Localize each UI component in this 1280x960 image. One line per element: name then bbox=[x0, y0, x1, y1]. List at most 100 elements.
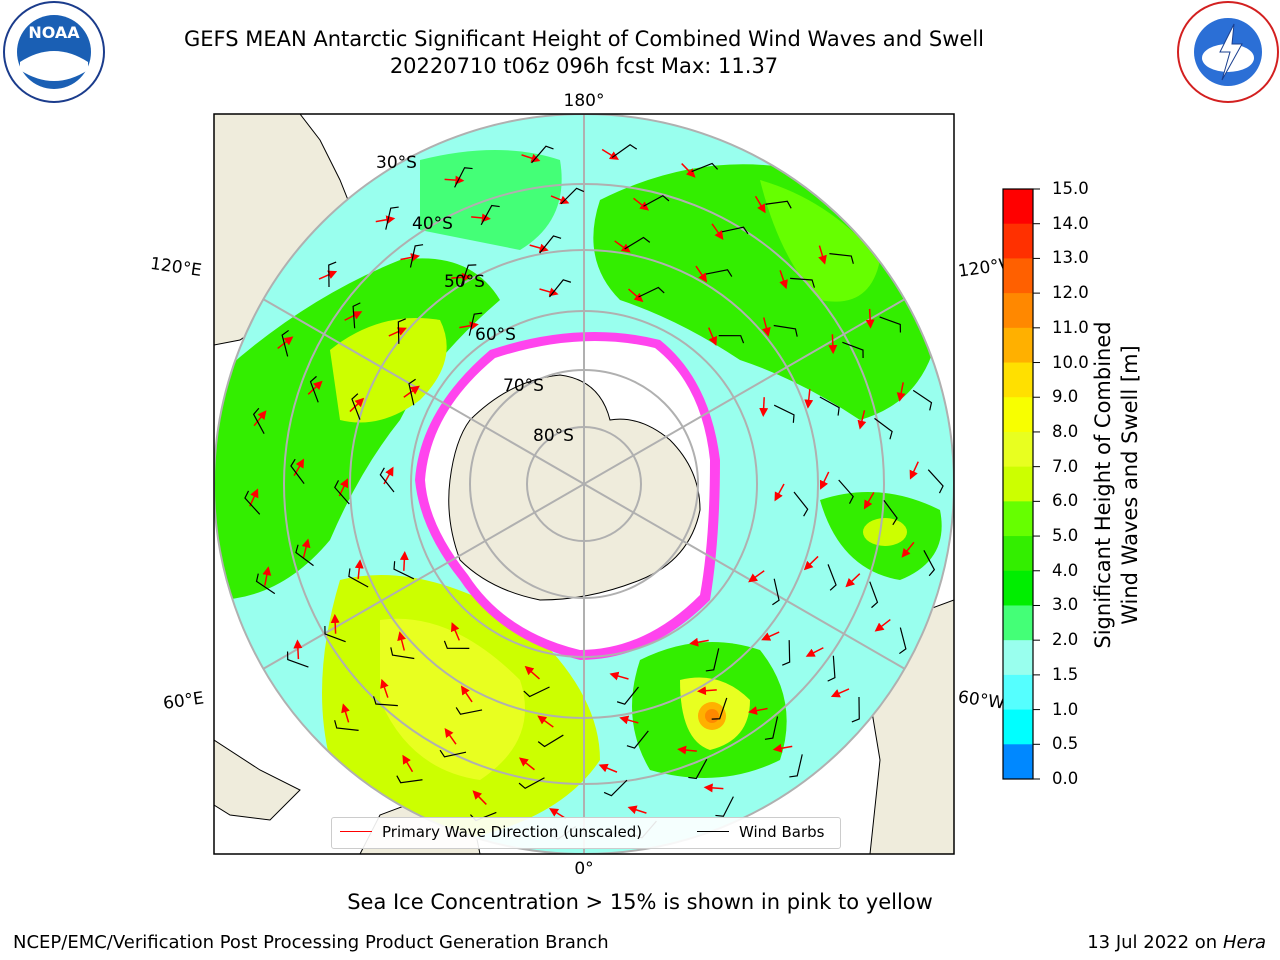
wave-arrow bbox=[845, 573, 861, 588]
wind-barb bbox=[468, 312, 483, 336]
wave-arrow bbox=[318, 270, 338, 280]
wave-arrow bbox=[779, 270, 788, 290]
wind-barb bbox=[827, 655, 836, 682]
wind-barb bbox=[408, 378, 416, 406]
wind-barb bbox=[626, 730, 649, 749]
wind-barb bbox=[715, 796, 734, 817]
colorbar-tick-label: 9.0 bbox=[1052, 387, 1079, 407]
wind-barb bbox=[523, 686, 550, 698]
colorbar-segment bbox=[1003, 709, 1033, 745]
wind-barb bbox=[409, 244, 424, 268]
colorbar-tick-label: 0.0 bbox=[1052, 769, 1079, 788]
wind-barb bbox=[773, 404, 795, 423]
wave-arrow bbox=[703, 783, 724, 793]
colorbar-segment bbox=[1003, 258, 1033, 294]
wind-barbs bbox=[244, 144, 944, 840]
colorbar-segment bbox=[1003, 570, 1033, 606]
wind-barb bbox=[819, 396, 840, 416]
wind-barb bbox=[793, 491, 809, 517]
lon-label-120e: 120°E bbox=[149, 254, 203, 281]
map-legend: Primary Wave Direction (unscaled) Wind B… bbox=[331, 817, 841, 849]
wind-barb bbox=[379, 467, 395, 493]
wave-arrow bbox=[762, 317, 771, 337]
wave-arrow bbox=[628, 288, 644, 303]
wave-arrow bbox=[262, 566, 272, 586]
wind-barb bbox=[385, 206, 399, 230]
wind-barb bbox=[764, 716, 779, 740]
wind-barb bbox=[643, 195, 670, 207]
colorbar-tick-label: 6.0 bbox=[1052, 491, 1079, 511]
wave-arrow bbox=[874, 618, 891, 632]
lat-label-40s: 40°S bbox=[412, 214, 453, 234]
wave-arrow bbox=[804, 388, 814, 409]
wave-arrow bbox=[697, 686, 717, 696]
colorbar-segment bbox=[1003, 674, 1033, 711]
wind-barb bbox=[851, 696, 860, 723]
colorbar-tick-label: 11.0 bbox=[1052, 317, 1089, 337]
wind-barb bbox=[879, 316, 902, 333]
wind-barb bbox=[443, 640, 470, 649]
wind-barb bbox=[295, 544, 314, 567]
wave-arrow bbox=[375, 215, 396, 225]
wave-arrow bbox=[460, 685, 473, 703]
wind-barb bbox=[624, 236, 651, 250]
wave-arrow bbox=[444, 728, 457, 745]
wind-barb bbox=[480, 204, 500, 226]
wave-arrow bbox=[399, 551, 409, 571]
wind-barb bbox=[773, 324, 798, 337]
wind-barb bbox=[638, 286, 665, 298]
wind-barb bbox=[252, 407, 265, 434]
wave-arrow bbox=[354, 559, 364, 580]
colorbar bbox=[1003, 188, 1040, 780]
wind-barb bbox=[874, 417, 893, 440]
chart-subtitle: 20220710 t06z 096h fcst Max: 11.37 bbox=[389, 54, 779, 78]
wave-arrow bbox=[330, 613, 340, 634]
wave-arrow bbox=[459, 321, 479, 331]
wind-barb bbox=[439, 749, 467, 758]
lon-label-180: 180° bbox=[564, 91, 605, 111]
colorbar-segment bbox=[1003, 744, 1033, 780]
wave-arrow bbox=[451, 272, 471, 282]
wind-barb bbox=[396, 775, 423, 784]
wave-arrow bbox=[761, 631, 780, 641]
colorbar-segment bbox=[1003, 397, 1033, 433]
lat-label-70s: 70°S bbox=[503, 376, 544, 396]
wind-barb bbox=[842, 341, 864, 359]
colorbar-segment bbox=[1003, 223, 1033, 259]
wave-arrow bbox=[754, 195, 766, 214]
wave-arrow bbox=[614, 240, 631, 253]
wave-arrow bbox=[774, 483, 785, 502]
wave-arrow bbox=[301, 538, 311, 558]
wind-barb bbox=[286, 651, 309, 668]
wind-barb bbox=[688, 758, 708, 780]
wave-arrow bbox=[380, 678, 389, 698]
colorbar-label: Significant Height of Combined Wind Wave… bbox=[1091, 321, 1142, 649]
wind-barb bbox=[397, 318, 406, 344]
wind-barb bbox=[829, 253, 854, 264]
wave-arrow bbox=[539, 287, 559, 297]
wave-arrow bbox=[388, 327, 407, 337]
wind-barb bbox=[393, 561, 415, 580]
wave-arrow bbox=[803, 555, 819, 571]
wind-barb-legend-line bbox=[697, 831, 729, 832]
colorbar-tick-label: 15.0 bbox=[1052, 179, 1089, 198]
wave-arrow bbox=[711, 223, 724, 240]
wind-barb bbox=[372, 696, 398, 707]
wave-arrow bbox=[601, 148, 619, 160]
wave-arrow bbox=[772, 743, 793, 753]
antarctica bbox=[448, 374, 701, 601]
wave-direction-legend-label: Primary Wave Direction (unscaled) bbox=[382, 823, 643, 841]
wind-barb bbox=[352, 302, 361, 329]
wave-arrow bbox=[857, 410, 867, 430]
colorbar-tick-label: 10.0 bbox=[1052, 352, 1089, 372]
colorbar-segment bbox=[1003, 431, 1033, 468]
noaa-logo-icon: NOAA bbox=[3, 1, 105, 103]
colorbar-segment bbox=[1003, 501, 1033, 537]
colorbar-segment bbox=[1003, 640, 1033, 676]
wave-arrow bbox=[550, 195, 570, 205]
wave-arrow bbox=[521, 153, 541, 163]
wind-barb bbox=[334, 480, 350, 505]
wind-barb bbox=[838, 479, 854, 504]
wave-arrow bbox=[253, 410, 267, 427]
wave-arrow bbox=[748, 570, 765, 583]
